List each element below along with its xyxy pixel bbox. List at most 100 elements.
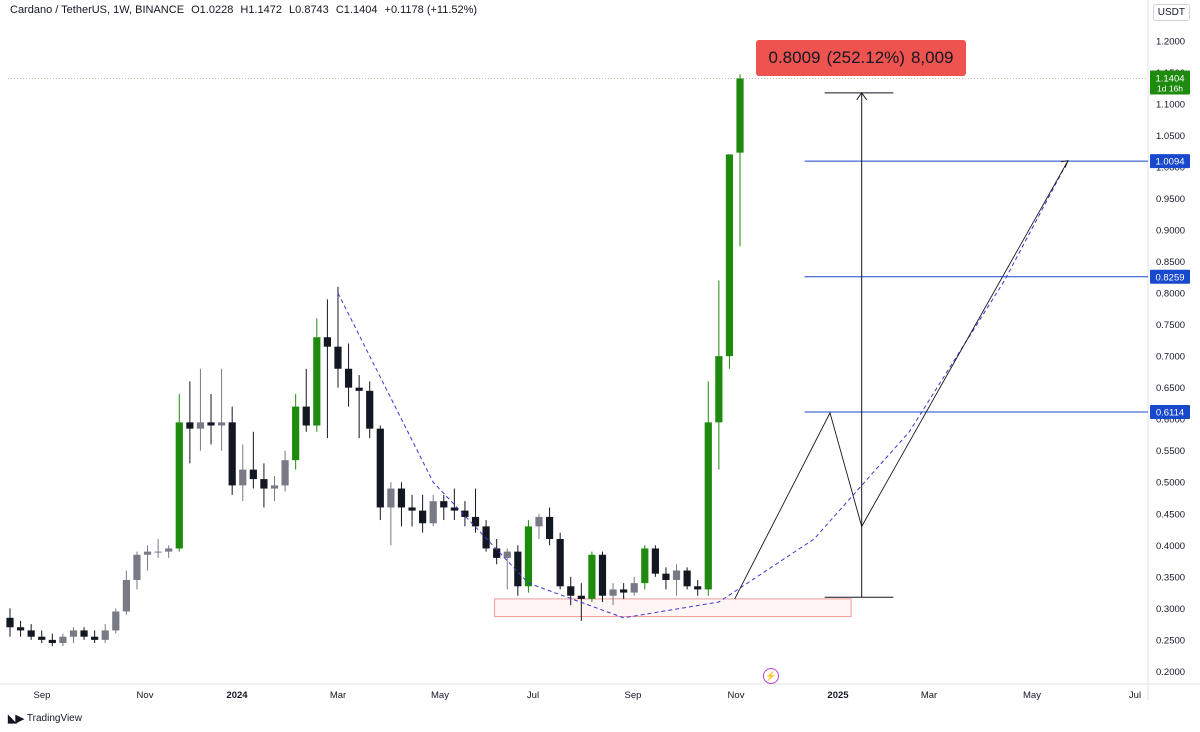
candle-body[interactable] bbox=[143, 551, 152, 555]
candle-body[interactable] bbox=[154, 551, 162, 553]
projection-arrowhead bbox=[1060, 160, 1069, 168]
current-price-tag[interactable] bbox=[1150, 70, 1190, 95]
candle-body[interactable] bbox=[736, 78, 744, 153]
candle-body[interactable] bbox=[524, 526, 533, 587]
candle-body[interactable] bbox=[545, 516, 554, 539]
candle-body[interactable] bbox=[397, 488, 406, 508]
level-price-label: 1.0094 bbox=[1155, 157, 1184, 168]
candle-body[interactable] bbox=[408, 507, 416, 511]
support-zone-rect[interactable] bbox=[494, 598, 852, 618]
candle-body[interactable] bbox=[165, 548, 173, 552]
candle-body[interactable] bbox=[440, 501, 448, 508]
candle-body[interactable] bbox=[683, 570, 691, 587]
currency-label[interactable]: USDT bbox=[1152, 4, 1190, 21]
candle-body[interactable] bbox=[715, 356, 723, 423]
candle-body[interactable] bbox=[281, 460, 289, 486]
candle-body[interactable] bbox=[175, 422, 183, 549]
candle-body[interactable] bbox=[694, 586, 702, 590]
candle-body[interactable] bbox=[80, 630, 88, 637]
candle-body[interactable] bbox=[556, 538, 564, 587]
y-tick-label: 0.5500 bbox=[1156, 446, 1185, 457]
x-tick-label: Nov bbox=[728, 690, 745, 701]
candle-body[interactable] bbox=[567, 586, 575, 596]
candle-body[interactable] bbox=[609, 589, 617, 596]
candle-body[interactable] bbox=[260, 479, 268, 489]
candle-body[interactable] bbox=[334, 346, 342, 369]
candle-body[interactable] bbox=[323, 337, 331, 347]
candle-body[interactable] bbox=[133, 554, 141, 580]
candle-body[interactable] bbox=[207, 422, 215, 426]
candle-body[interactable] bbox=[27, 630, 35, 637]
candle-body[interactable] bbox=[355, 387, 363, 391]
candle-body[interactable] bbox=[662, 573, 670, 580]
x-tick-label: Jul bbox=[527, 690, 539, 701]
candle-body[interactable] bbox=[112, 611, 120, 631]
candle-body[interactable] bbox=[577, 595, 585, 599]
candle-body[interactable] bbox=[620, 589, 628, 593]
candle-body[interactable] bbox=[249, 469, 257, 480]
candle-body[interactable] bbox=[429, 501, 437, 524]
y-tick-label: 0.6500 bbox=[1156, 383, 1185, 394]
x-tick-label: May bbox=[1023, 690, 1041, 701]
level-price-label: 0.8259 bbox=[1155, 272, 1184, 283]
candle-body[interactable] bbox=[725, 154, 734, 357]
candle-body[interactable] bbox=[6, 617, 14, 628]
candle-body[interactable] bbox=[514, 551, 522, 587]
candle-body[interactable] bbox=[91, 636, 99, 640]
candle-body[interactable] bbox=[218, 422, 226, 426]
candle-body[interactable] bbox=[471, 516, 480, 527]
candle-body[interactable] bbox=[588, 554, 596, 599]
candle-body[interactable] bbox=[503, 551, 511, 558]
candle-body[interactable] bbox=[69, 630, 78, 637]
candle-body[interactable] bbox=[313, 337, 321, 426]
candle-body[interactable] bbox=[16, 627, 25, 631]
rounding-bottom-arc[interactable] bbox=[337, 160, 1069, 619]
candle-body[interactable] bbox=[186, 422, 194, 429]
candle-body[interactable] bbox=[302, 406, 310, 426]
measure-ticks: 8,009 bbox=[910, 48, 954, 67]
y-tick-label: 1.0500 bbox=[1156, 131, 1185, 142]
candle-body[interactable] bbox=[239, 469, 247, 486]
level-price-tag bbox=[1150, 405, 1190, 420]
candle-body[interactable] bbox=[493, 548, 501, 558]
x-tick-label: Nov bbox=[137, 690, 154, 701]
x-tick-label: Sep bbox=[34, 690, 51, 701]
y-tick-label: 0.4000 bbox=[1156, 541, 1185, 552]
candle-body[interactable] bbox=[461, 510, 469, 517]
candle-body[interactable] bbox=[651, 548, 659, 574]
candle-body[interactable] bbox=[704, 422, 712, 590]
candle-body[interactable] bbox=[630, 583, 638, 593]
candle-body[interactable] bbox=[641, 548, 649, 584]
projection-path[interactable] bbox=[734, 160, 1069, 600]
candle-body[interactable] bbox=[376, 428, 384, 508]
price-range-measure-label[interactable]: 0.8009 (252.12%) 8,009 bbox=[756, 40, 966, 76]
candle-body[interactable] bbox=[387, 488, 395, 508]
candle-body[interactable] bbox=[344, 368, 353, 388]
symbol-name[interactable]: Cardano / TetherUS, 1W, BINANCE bbox=[10, 4, 185, 16]
candle-body[interactable] bbox=[419, 510, 427, 524]
candle-body[interactable] bbox=[38, 636, 46, 640]
candle-body[interactable] bbox=[59, 636, 67, 644]
candle-body[interactable] bbox=[196, 422, 205, 429]
lightning-icon[interactable]: ⚡ bbox=[763, 668, 779, 684]
measure-diff: 0.8009 bbox=[768, 48, 821, 67]
candle-body[interactable] bbox=[482, 526, 490, 549]
current-price-label: 1.1404 bbox=[1155, 73, 1184, 84]
candle-body[interactable] bbox=[535, 516, 543, 527]
candle-body[interactable] bbox=[48, 639, 56, 644]
candle-body[interactable] bbox=[101, 630, 109, 640]
tradingview-logo[interactable]: ◣▶ TradingView bbox=[8, 712, 82, 725]
candle-body[interactable] bbox=[450, 507, 458, 511]
candle-body[interactable] bbox=[270, 485, 279, 489]
candle-body[interactable] bbox=[228, 422, 236, 486]
candle-body[interactable] bbox=[122, 579, 130, 612]
symbol-header: Cardano / TetherUS, 1W, BINANCE O1.0228 … bbox=[10, 4, 481, 16]
y-tick-label: 0.2500 bbox=[1156, 635, 1185, 646]
candle-body[interactable] bbox=[672, 570, 681, 580]
candle-body[interactable] bbox=[598, 554, 607, 596]
candle-body[interactable] bbox=[292, 406, 300, 461]
candle-body[interactable] bbox=[366, 390, 374, 429]
high-value: H1.1472 bbox=[240, 4, 282, 16]
